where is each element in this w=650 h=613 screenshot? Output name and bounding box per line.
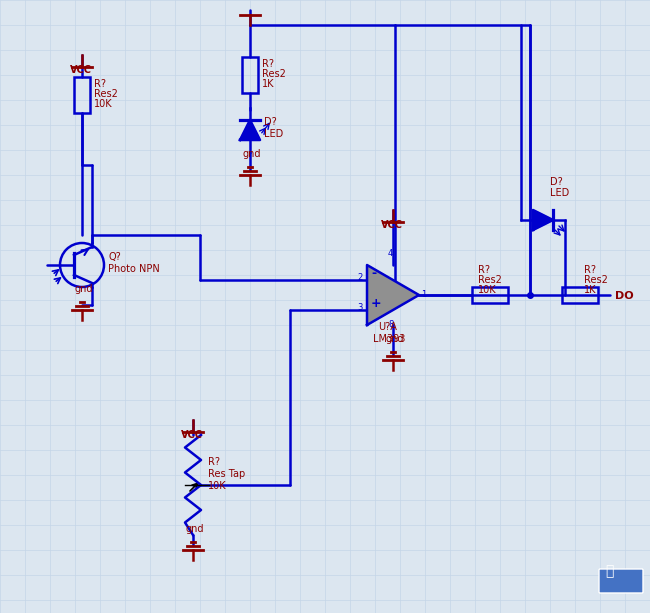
Text: gnd: gnd xyxy=(74,284,92,294)
Text: R?: R? xyxy=(262,59,274,69)
Text: R?: R? xyxy=(478,265,490,275)
FancyBboxPatch shape xyxy=(599,569,643,593)
Text: Res2: Res2 xyxy=(478,275,502,285)
Text: R?: R? xyxy=(94,79,106,89)
Text: Res2: Res2 xyxy=(94,89,118,99)
Text: R?: R? xyxy=(208,457,220,467)
Polygon shape xyxy=(367,265,419,325)
Polygon shape xyxy=(240,120,260,140)
Bar xyxy=(242,57,258,93)
Text: gnd: gnd xyxy=(385,334,404,344)
Text: 10K: 10K xyxy=(478,285,497,295)
Bar xyxy=(74,77,90,113)
Text: VCC: VCC xyxy=(381,220,403,230)
Polygon shape xyxy=(533,210,553,230)
Text: 2: 2 xyxy=(357,273,362,282)
Bar xyxy=(472,287,508,303)
Text: 1K: 1K xyxy=(262,79,274,89)
Text: D?: D? xyxy=(550,177,563,187)
Text: U?A: U?A xyxy=(378,322,397,332)
Text: +: + xyxy=(371,297,382,310)
Text: Res2: Res2 xyxy=(262,69,286,79)
Text: LED: LED xyxy=(550,188,569,198)
Text: 1K: 1K xyxy=(584,285,597,295)
Text: DO: DO xyxy=(615,291,634,301)
Text: 3: 3 xyxy=(357,303,363,312)
Text: LED: LED xyxy=(264,129,283,139)
Text: D?: D? xyxy=(264,117,277,127)
Bar xyxy=(562,287,598,303)
Text: 10K: 10K xyxy=(208,481,227,491)
Text: 10K: 10K xyxy=(94,99,112,109)
Text: 4: 4 xyxy=(388,249,393,258)
Text: R?: R? xyxy=(584,265,596,275)
Text: LM393: LM393 xyxy=(373,334,406,344)
Text: gnd: gnd xyxy=(242,149,261,159)
Text: 8: 8 xyxy=(388,320,393,329)
Text: 英: 英 xyxy=(605,564,614,578)
Text: Photo NPN: Photo NPN xyxy=(108,264,160,274)
Text: Res2: Res2 xyxy=(584,275,608,285)
Text: -: - xyxy=(371,267,376,280)
Text: VCC: VCC xyxy=(70,65,92,75)
Text: Res Tap: Res Tap xyxy=(208,469,245,479)
Text: VCC: VCC xyxy=(181,430,203,440)
Text: gnd: gnd xyxy=(185,524,203,534)
Text: 1: 1 xyxy=(421,290,426,299)
Text: Q?: Q? xyxy=(108,252,121,262)
